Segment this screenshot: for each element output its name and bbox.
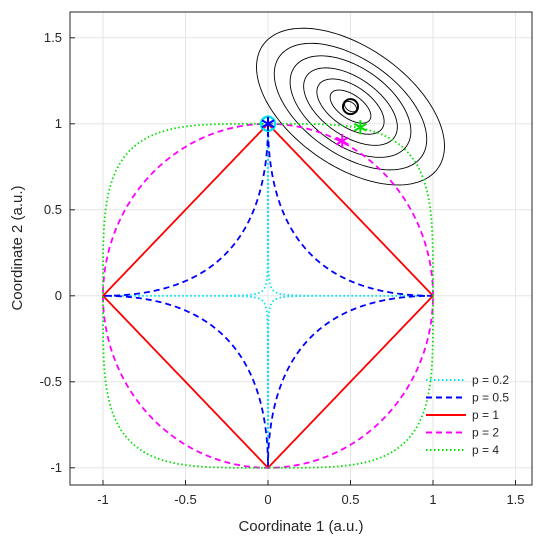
y-axis-label: Coordinate 2 (a.u.) xyxy=(9,185,26,310)
contour-ellipse xyxy=(256,27,445,186)
contour-ellipse xyxy=(329,89,372,124)
legend-label: p = 4 xyxy=(472,443,499,457)
x-tick-label: -1 xyxy=(97,492,109,507)
solution-star-marker xyxy=(335,134,349,148)
plot-frame xyxy=(69,11,533,486)
norm-curve xyxy=(102,122,434,469)
minimum-marker xyxy=(342,98,359,116)
solution-markers xyxy=(259,98,367,148)
legend-label: p = 0.2 xyxy=(472,373,509,387)
y-tick-label: 0 xyxy=(55,288,62,303)
norm-curves xyxy=(102,122,434,469)
axis-ticks: -1 -0.5 0 0.5 1 1.5 -1 -0.5 0 0.5 1 1.5 xyxy=(40,30,525,507)
solution-star-marker xyxy=(261,116,275,131)
legend-label: p = 0.5 xyxy=(472,391,509,405)
contour-lines xyxy=(256,27,445,186)
norm-curve xyxy=(102,122,434,469)
solution-star-marker xyxy=(353,120,367,135)
y-tick-label: 1 xyxy=(55,116,62,131)
contour-ellipse xyxy=(316,78,385,135)
x-tick-label: 0.5 xyxy=(341,492,359,507)
x-tick-label: 1 xyxy=(429,492,436,507)
contour-ellipse xyxy=(303,67,398,146)
y-tick-label: -1 xyxy=(50,460,62,475)
y-tick-label: -0.5 xyxy=(40,374,62,389)
norm-curve xyxy=(102,122,434,469)
contour-ellipse xyxy=(273,42,428,171)
y-tick-label: 0.5 xyxy=(44,202,62,217)
x-tick-label: 1.5 xyxy=(506,492,524,507)
x-tick-label: 0 xyxy=(264,492,271,507)
legend-label: p = 1 xyxy=(472,408,499,422)
legend-label: p = 2 xyxy=(472,426,499,440)
x-axis-label: Coordinate 1 (a.u.) xyxy=(238,518,363,535)
x-tick-label: -0.5 xyxy=(174,492,196,507)
y-tick-label: 1.5 xyxy=(44,30,62,45)
legend: p = 0.2 p = 0.5 p = 1 p = 2 p = 4 xyxy=(426,373,509,457)
plot-background xyxy=(70,12,532,485)
